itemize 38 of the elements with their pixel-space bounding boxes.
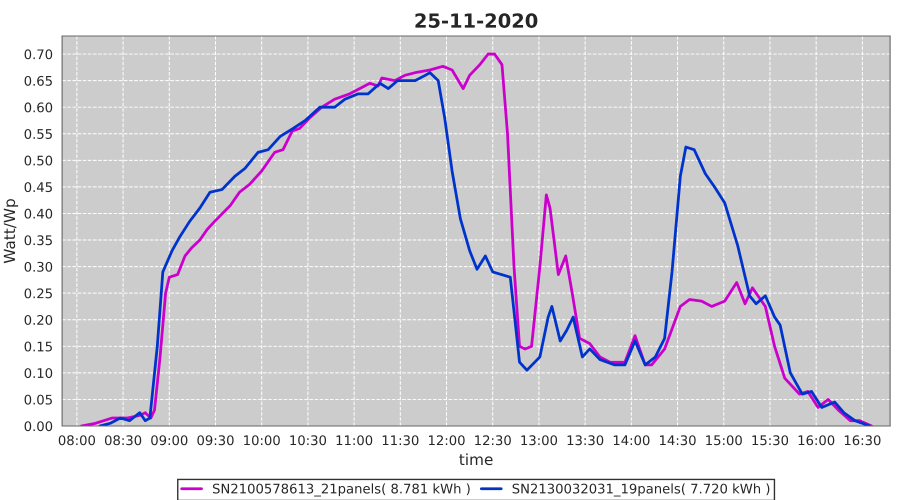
y-tick-label: 0.50 (24, 156, 52, 166)
x-tick-label: 10:00 (244, 435, 280, 446)
x-tick-label: 11:00 (336, 435, 372, 446)
y-tick-label: 0.15 (24, 342, 52, 352)
chart-title: 25-11-2020 (415, 13, 538, 28)
x-tick-label: 12:00 (428, 435, 465, 446)
y-tick-label: 0.30 (24, 262, 52, 272)
x-tick-label: 08:00 (58, 435, 96, 446)
y-tick-label: 0.55 (24, 128, 52, 139)
x-tick-label: 13:00 (521, 435, 558, 446)
y-tick-label: 0.45 (24, 182, 52, 192)
y-tick-label: 0.25 (24, 288, 52, 298)
x-tick-label: 16:30 (844, 435, 881, 446)
x-tick-label: 11:30 (382, 435, 418, 446)
x-tick-label: 09:00 (151, 435, 188, 446)
x-tick-label: 13:30 (568, 435, 604, 446)
x-tick-label: 15:00 (706, 435, 742, 446)
x-tick-label: 08:30 (104, 435, 142, 446)
x-tick-label: 12:30 (475, 435, 511, 446)
y-tick-label: 0.40 (24, 208, 52, 219)
x-tick-label: 10:30 (290, 435, 326, 446)
y-tick-label: 0.65 (24, 76, 52, 86)
x-tick-label: 14:30 (660, 435, 696, 446)
y-axis-title: Watt/Wp (4, 199, 18, 264)
y-tick-label: 0.35 (24, 235, 52, 246)
y-tick-label: 0.00 (24, 421, 52, 432)
legend-label: SN2130032031_19panels( 7.720 kWh ) (512, 483, 770, 496)
y-tick-label: 0.10 (24, 368, 52, 378)
x-tick-label: 14:00 (614, 435, 650, 446)
y-tick-label: 0.70 (24, 49, 52, 60)
legend-label: SN2100578613_21panels( 8.781 kWh ) (212, 483, 470, 496)
x-tick-label: 15:30 (752, 435, 788, 446)
y-tick-label: 0.60 (24, 102, 52, 112)
x-tick-label: 09:30 (197, 435, 234, 446)
y-tick-label: 0.05 (24, 394, 52, 405)
x-axis-title: time (459, 453, 493, 466)
x-tick-label: 16:00 (798, 435, 834, 446)
y-tick-label: 0.20 (24, 314, 52, 325)
